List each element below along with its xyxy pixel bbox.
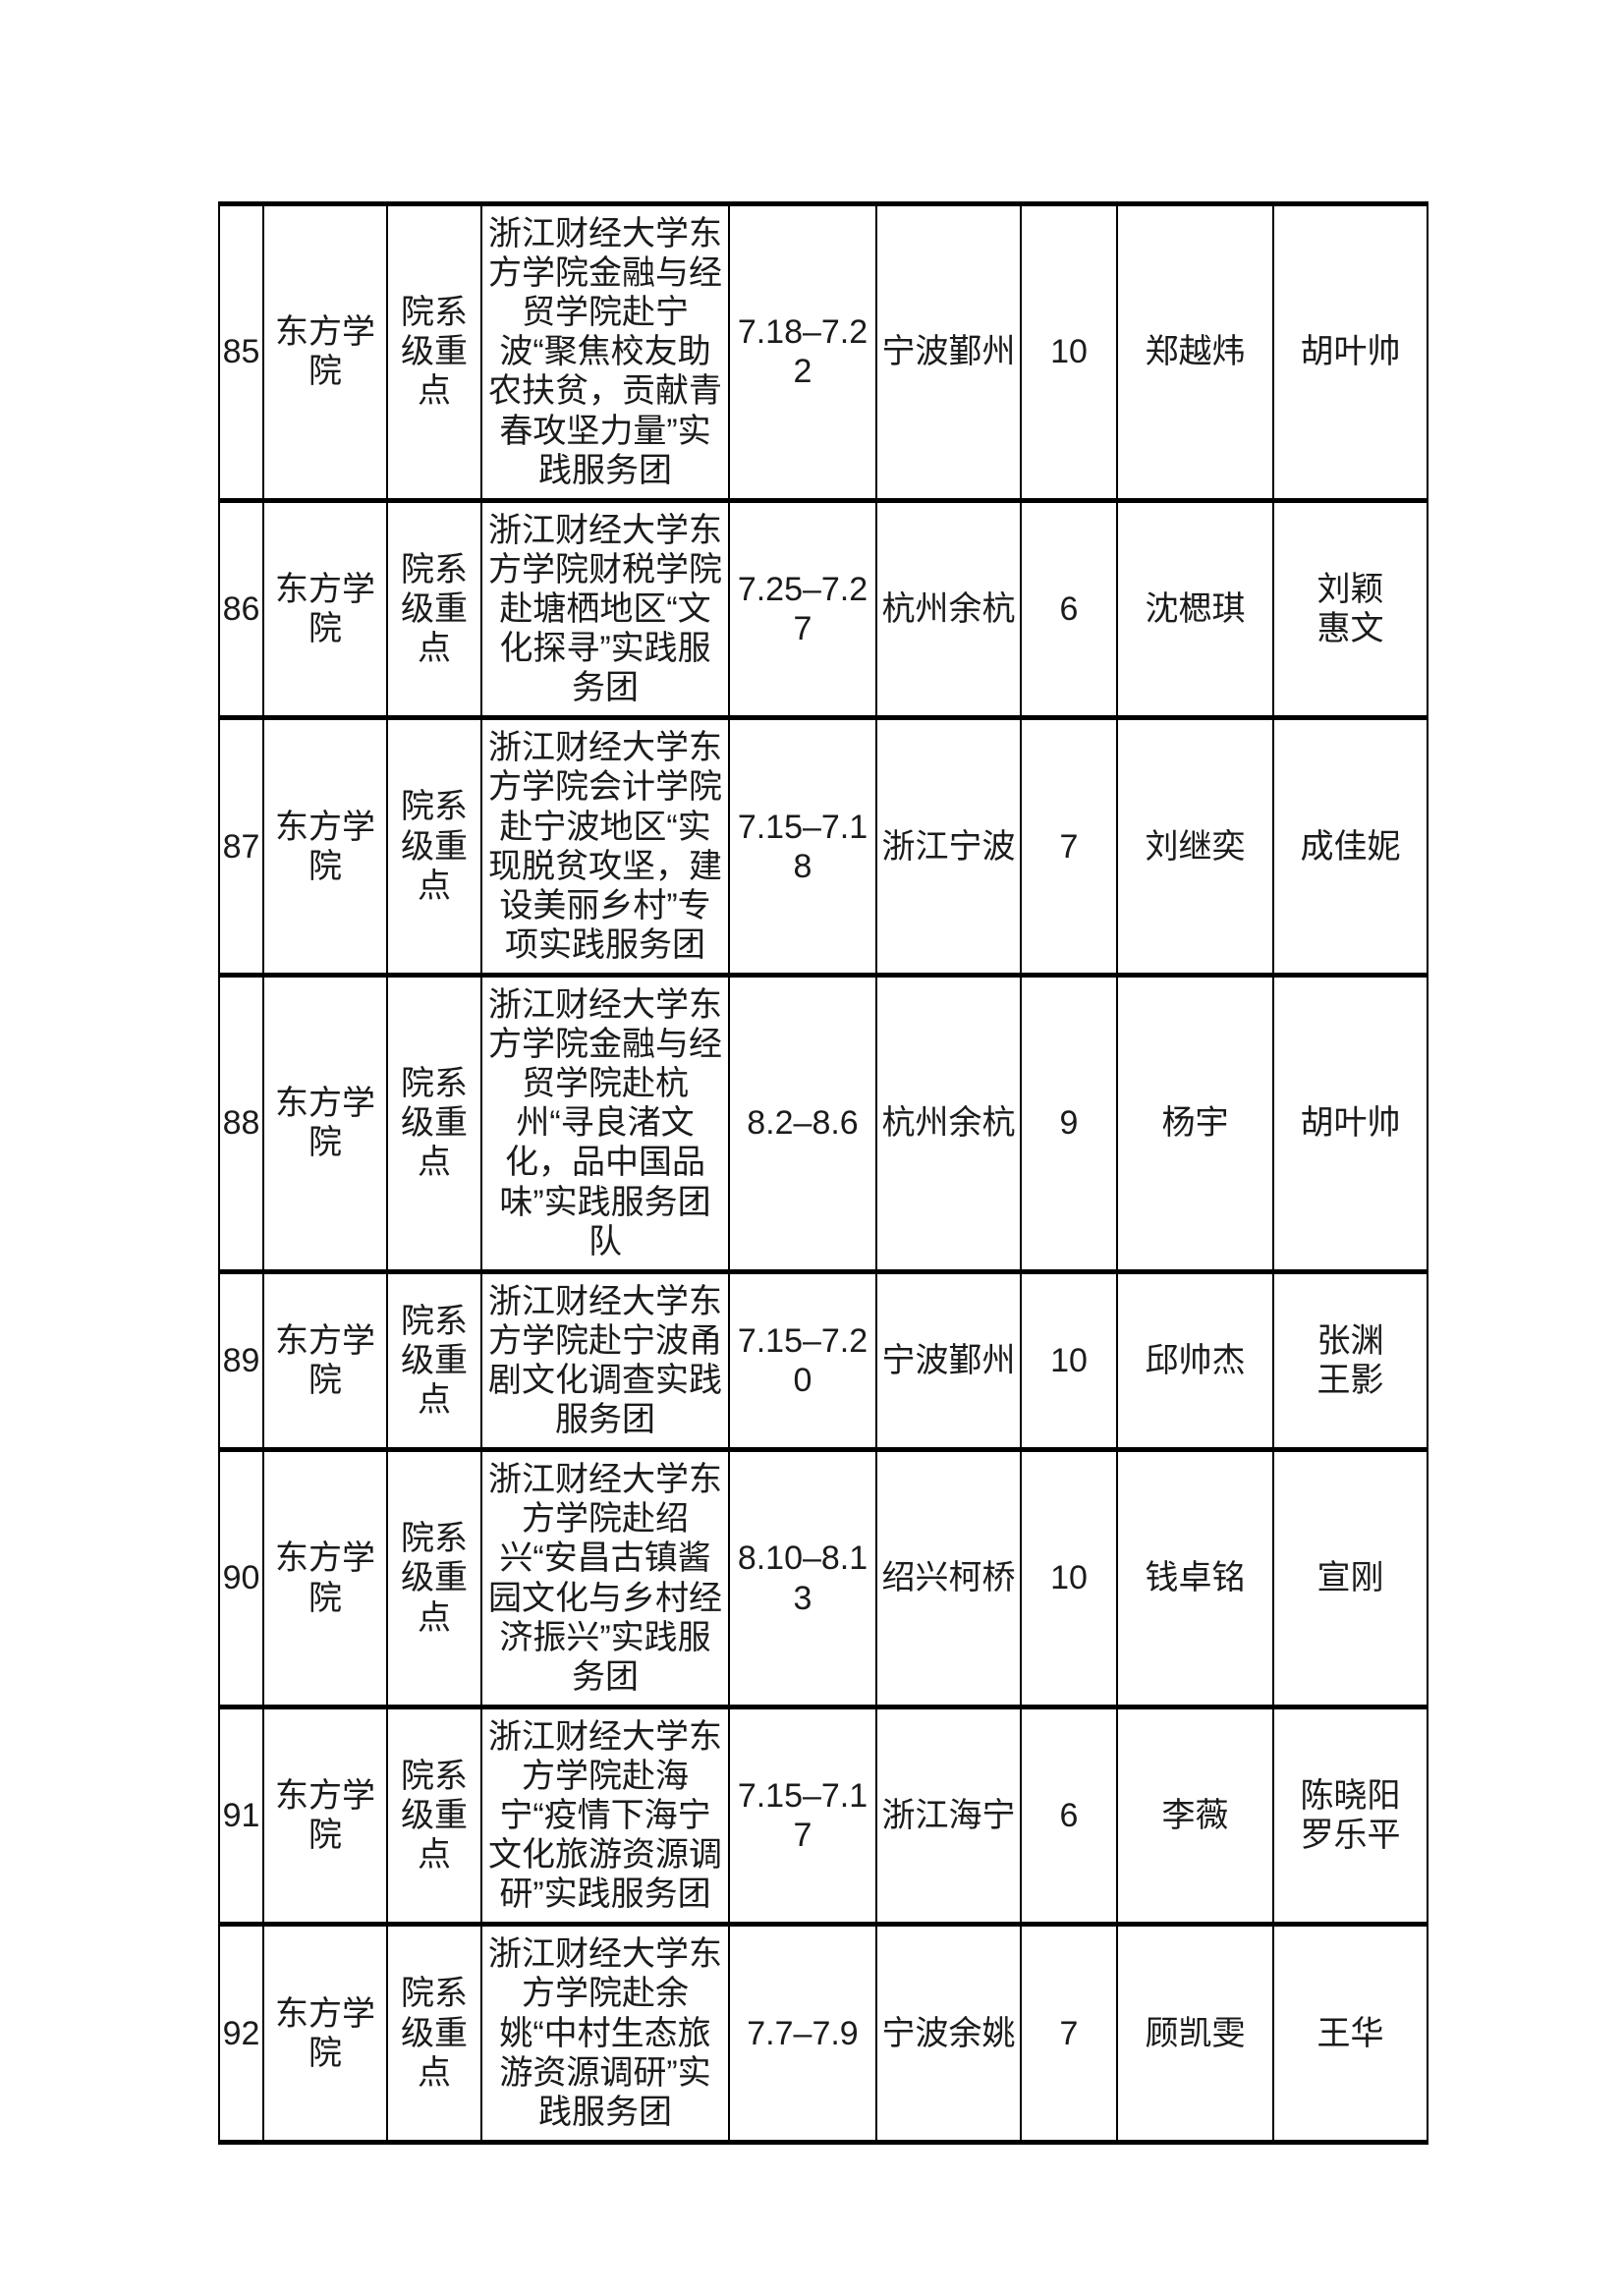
cell-location: 绍兴柯桥 [875, 1447, 1022, 1709]
cell-team-leader: 沈楒琪 [1116, 497, 1274, 721]
cell-dates: 7.15–7.18 [728, 715, 877, 978]
table-row: 90 东方学院 院系级重点 浙江财经大学东方学院赴绍兴“安昌古镇酱园文化与乡村经… [218, 1447, 1428, 1709]
cell-member-count: 7 [1020, 715, 1118, 978]
cell-college: 东方学院 [262, 1704, 388, 1928]
cell-member-count: 6 [1020, 497, 1118, 721]
cell-location: 宁波余姚 [875, 1922, 1022, 2145]
cell-member-count: 7 [1020, 1922, 1118, 2145]
cell-project-level: 院系级重点 [386, 497, 482, 721]
cell-member-count: 6 [1020, 1704, 1118, 1928]
cell-serial-number: 85 [218, 201, 264, 503]
table-row: 87 东方学院 院系级重点 浙江财经大学东方学院会计学院赴宁波地区“实现脱贫攻坚… [218, 715, 1428, 978]
cell-team-leader: 李薇 [1116, 1704, 1274, 1928]
cell-team-name: 浙江财经大学东方学院会计学院赴宁波地区“实现脱贫攻坚，建设美丽乡村”专项实践服务… [480, 715, 730, 978]
cell-project-level: 院系级重点 [386, 201, 482, 503]
cell-project-level: 院系级重点 [386, 1704, 482, 1928]
cell-location: 杭州余杭 [875, 497, 1022, 721]
cell-team-name: 浙江财经大学东方学院赴宁波甬剧文化调查实践服务团 [480, 1268, 730, 1453]
cell-serial-number: 92 [218, 1922, 264, 2145]
cell-dates: 8.2–8.6 [728, 972, 877, 1274]
cell-team-name: 浙江财经大学东方学院财税学院赴塘栖地区“文化探寻”实践服务团 [480, 497, 730, 721]
cell-dates: 7.15–7.17 [728, 1704, 877, 1928]
cell-team-name: 浙江财经大学东方学院金融与经贸学院赴杭州“寻良渚文化，品中国品味”实践服务团队 [480, 972, 730, 1274]
table-row: 89 东方学院 院系级重点 浙江财经大学东方学院赴宁波甬剧文化调查实践服务团 7… [218, 1268, 1428, 1453]
cell-project-level: 院系级重点 [386, 1922, 482, 2145]
cell-college: 东方学院 [262, 1922, 388, 2145]
cell-member-count: 10 [1020, 201, 1118, 503]
table-row: 88 东方学院 院系级重点 浙江财经大学东方学院金融与经贸学院赴杭州“寻良渚文化… [218, 972, 1428, 1274]
cell-guiding-teacher: 胡叶帅 [1272, 972, 1428, 1274]
table-row: 91 东方学院 院系级重点 浙江财经大学东方学院赴海宁“疫情下海宁文化旅游资源调… [218, 1704, 1428, 1928]
cell-guiding-teacher: 张渊 王影 [1272, 1268, 1428, 1453]
cell-team-leader: 邱帅杰 [1116, 1268, 1274, 1453]
cell-location: 宁波鄞州 [875, 1268, 1022, 1453]
table-row: 86 东方学院 院系级重点 浙江财经大学东方学院财税学院赴塘栖地区“文化探寻”实… [218, 497, 1428, 721]
table-body: 85 东方学院 院系级重点 浙江财经大学东方学院金融与经贸学院赴宁波“聚焦校友助… [218, 201, 1428, 2145]
cell-dates: 7.15–7.20 [728, 1268, 877, 1453]
table-row: 85 东方学院 院系级重点 浙江财经大学东方学院金融与经贸学院赴宁波“聚焦校友助… [218, 201, 1428, 503]
cell-location: 宁波鄞州 [875, 201, 1022, 503]
cell-guiding-teacher: 胡叶帅 [1272, 201, 1428, 503]
cell-college: 东方学院 [262, 201, 388, 503]
cell-guiding-teacher: 刘颖 惠文 [1272, 497, 1428, 721]
cell-team-leader: 杨宇 [1116, 972, 1274, 1274]
cell-team-leader: 郑越炜 [1116, 201, 1274, 503]
cell-dates: 7.25–7.27 [728, 497, 877, 721]
cell-serial-number: 86 [218, 497, 264, 721]
cell-project-level: 院系级重点 [386, 1447, 482, 1709]
cell-serial-number: 88 [218, 972, 264, 1274]
cell-member-count: 10 [1020, 1268, 1118, 1453]
cell-team-name: 浙江财经大学东方学院金融与经贸学院赴宁波“聚焦校友助农扶贫，贡献青春攻坚力量”实… [480, 201, 730, 503]
cell-team-name: 浙江财经大学东方学院赴余姚“中村生态旅游资源调研”实践服务团 [480, 1922, 730, 2145]
cell-college: 东方学院 [262, 1268, 388, 1453]
cell-serial-number: 89 [218, 1268, 264, 1453]
cell-serial-number: 90 [218, 1447, 264, 1709]
cell-college: 东方学院 [262, 1447, 388, 1709]
table-row: 92 东方学院 院系级重点 浙江财经大学东方学院赴余姚“中村生态旅游资源调研”实… [218, 1922, 1428, 2145]
cell-team-name: 浙江财经大学东方学院赴海宁“疫情下海宁文化旅游资源调研”实践服务团 [480, 1704, 730, 1928]
cell-guiding-teacher: 王华 [1272, 1922, 1428, 2145]
cell-dates: 7.7–7.9 [728, 1922, 877, 2145]
cell-college: 东方学院 [262, 715, 388, 978]
cell-location: 杭州余杭 [875, 972, 1022, 1274]
cell-project-level: 院系级重点 [386, 1268, 482, 1453]
cell-team-leader: 刘继奕 [1116, 715, 1274, 978]
cell-guiding-teacher: 宣刚 [1272, 1447, 1428, 1709]
cell-college: 东方学院 [262, 497, 388, 721]
cell-location: 浙江海宁 [875, 1704, 1022, 1928]
cell-project-level: 院系级重点 [386, 715, 482, 978]
cell-location: 浙江宁波 [875, 715, 1022, 978]
cell-project-level: 院系级重点 [386, 972, 482, 1274]
cell-dates: 8.10–8.13 [728, 1447, 877, 1709]
cell-guiding-teacher: 陈晓阳 罗乐平 [1272, 1704, 1428, 1928]
cell-member-count: 10 [1020, 1447, 1118, 1709]
cell-guiding-teacher: 成佳妮 [1272, 715, 1428, 978]
practice-teams-table: 85 东方学院 院系级重点 浙江财经大学东方学院金融与经贸学院赴宁波“聚焦校友助… [218, 201, 1428, 2145]
cell-team-leader: 顾凯雯 [1116, 1922, 1274, 2145]
cell-dates: 7.18–7.22 [728, 201, 877, 503]
cell-member-count: 9 [1020, 972, 1118, 1274]
cell-college: 东方学院 [262, 972, 388, 1274]
cell-team-name: 浙江财经大学东方学院赴绍兴“安昌古镇酱园文化与乡村经济振兴”实践服务团 [480, 1447, 730, 1709]
cell-serial-number: 87 [218, 715, 264, 978]
cell-serial-number: 91 [218, 1704, 264, 1928]
cell-team-leader: 钱卓铭 [1116, 1447, 1274, 1709]
